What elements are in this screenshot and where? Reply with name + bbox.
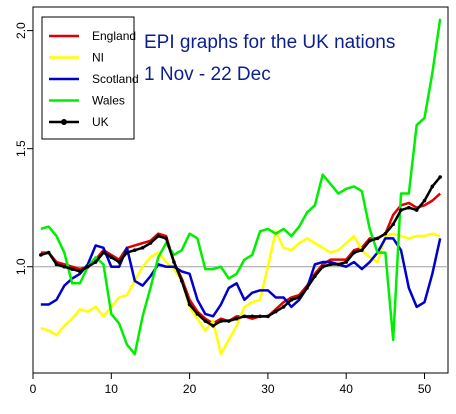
series-uk [39,175,442,328]
data-point [219,319,223,323]
data-point [54,262,59,267]
data-point [140,246,145,250]
x-tick-label: 10 [105,382,119,396]
data-point [320,264,325,269]
data-point [164,236,168,241]
data-point [258,314,262,319]
chart-subtitle: 1 Nov - 22 Dec [144,64,271,85]
data-point [179,279,184,283]
legend-label-ni: NI [92,51,104,65]
data-point [101,250,106,255]
data-point [46,250,51,255]
series-england [40,192,442,325]
data-point [132,248,137,253]
data-point [430,184,435,189]
data-point [234,316,239,321]
data-point [289,298,294,302]
data-point [399,208,403,212]
data-point [344,260,349,264]
chart-title: EPI graphs for the UK nations [144,32,395,53]
series-line-scotland [40,237,442,318]
data-point [383,231,388,236]
legend-label-scotland: Scotland [92,72,139,86]
data-point [297,295,302,300]
data-point [313,274,317,278]
data-point [414,208,419,212]
data-point [195,312,200,316]
data-point [172,260,176,264]
plot-frame [32,6,449,374]
data-point [148,241,153,245]
series-scotland [40,237,442,318]
data-point [93,260,98,264]
data-point [273,309,278,314]
x-tick-label: 50 [418,382,432,396]
legend-label-wales: Wales [92,94,125,108]
y-axis: 1.0 1.5 2.0 [14,22,33,275]
data-point [407,205,411,210]
data-point [375,236,380,241]
x-tick-label: 0 [30,382,37,396]
series-layer [39,18,442,356]
data-point [86,264,90,269]
data-point [211,323,215,328]
legend: England NI Scotland Wales UK [41,16,139,140]
data-point [156,234,161,238]
series-line-uk [40,176,442,328]
y-tick-label: 1.5 [14,140,28,157]
legend-label-england: England [92,29,136,43]
data-point [422,198,427,203]
x-tick-label: 20 [183,382,197,396]
data-point [438,175,442,179]
data-point [266,314,270,319]
y-tick-label: 1.0 [14,258,28,275]
data-point [78,269,82,274]
data-point [305,286,309,290]
legend-marker [61,119,67,125]
data-point [281,305,286,309]
data-point [117,260,121,264]
data-point [39,253,43,257]
y-tick-label: 2.0 [14,22,28,39]
data-point [109,255,114,260]
data-point [62,264,67,269]
legend-label-uk: UK [92,115,109,129]
data-point [250,314,255,319]
data-point [360,248,364,253]
data-point [203,319,208,323]
data-point [328,262,333,267]
data-point [336,262,341,267]
data-point [70,267,74,271]
x-tick-label: 40 [340,382,354,396]
series-line-england [40,192,442,325]
data-point [125,250,129,255]
data-point [352,250,356,255]
data-point [226,319,231,323]
x-tick-label: 30 [261,382,275,396]
data-point [391,222,395,227]
data-point [187,302,192,307]
x-axis: 0 10 20 30 40 50 [30,373,432,396]
data-point [367,238,372,243]
data-point [242,314,247,319]
